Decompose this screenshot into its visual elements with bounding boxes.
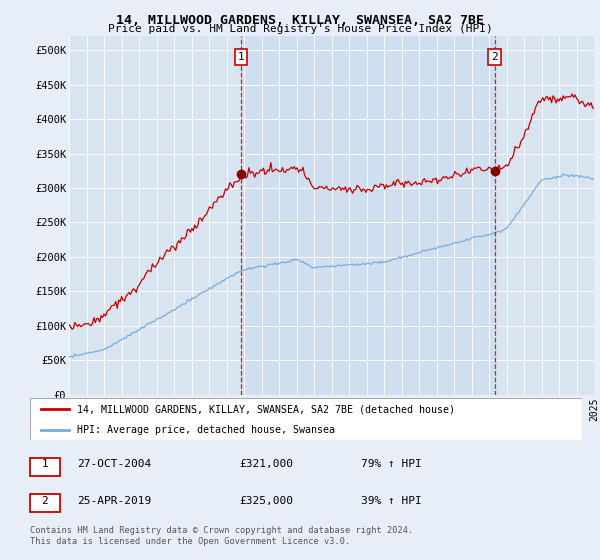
Text: 39% ↑ HPI: 39% ↑ HPI [361,496,422,506]
Text: Price paid vs. HM Land Registry's House Price Index (HPI): Price paid vs. HM Land Registry's House … [107,24,493,34]
Bar [241,36,494,395]
Text: 14, MILLWOOD GARDENS, KILLAY, SWANSEA, SA2 7BE (detached house): 14, MILLWOOD GARDENS, KILLAY, SWANSEA, S… [77,404,455,414]
FancyBboxPatch shape [30,494,61,512]
Text: 27-OCT-2004: 27-OCT-2004 [77,459,151,469]
Text: 1: 1 [41,459,48,469]
Text: 1: 1 [238,52,244,62]
FancyBboxPatch shape [30,398,582,440]
Text: £325,000: £325,000 [240,496,294,506]
Text: 25-APR-2019: 25-APR-2019 [77,496,151,506]
Text: £321,000: £321,000 [240,459,294,469]
Text: 79% ↑ HPI: 79% ↑ HPI [361,459,422,469]
FancyBboxPatch shape [30,458,61,475]
Text: 2: 2 [491,52,498,62]
Text: 2: 2 [41,496,48,506]
Text: HPI: Average price, detached house, Swansea: HPI: Average price, detached house, Swan… [77,426,335,435]
Text: 14, MILLWOOD GARDENS, KILLAY, SWANSEA, SA2 7BE: 14, MILLWOOD GARDENS, KILLAY, SWANSEA, S… [116,14,484,27]
Text: Contains HM Land Registry data © Crown copyright and database right 2024.
This d: Contains HM Land Registry data © Crown c… [30,526,413,546]
